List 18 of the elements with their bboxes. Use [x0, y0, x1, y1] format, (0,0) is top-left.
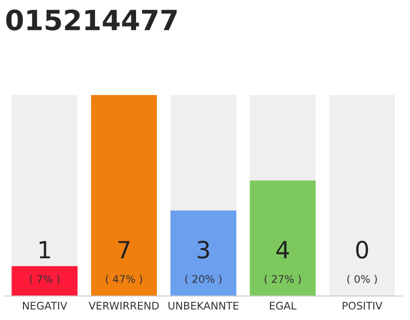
annotation: 1 [40, 241, 50, 258]
x-tick-label: POSITIV [342, 302, 382, 310]
x-tick-label: EGAL [270, 302, 296, 310]
annotation: 0 [356, 240, 368, 259]
annotation: 4 [276, 241, 289, 258]
x-tick-label: VERWIRREND [88, 302, 159, 310]
bar [91, 95, 157, 296]
x-tick-label: NEGATIV [22, 302, 68, 310]
annotation: 7 [118, 241, 130, 258]
chart-title: 015214477 [6, 9, 177, 30]
x-tick-label: UNBEKANNTE [168, 302, 238, 310]
bar [12, 266, 78, 296]
data-label: ( 0% ) [347, 274, 377, 284]
data-label: ( 47% ) [106, 274, 142, 284]
data-label: ( 27% ) [264, 274, 301, 284]
annotation: 3 [198, 240, 209, 259]
data-label: ( 20% ) [185, 274, 222, 284]
data-label: ( 7% ) [30, 274, 60, 284]
